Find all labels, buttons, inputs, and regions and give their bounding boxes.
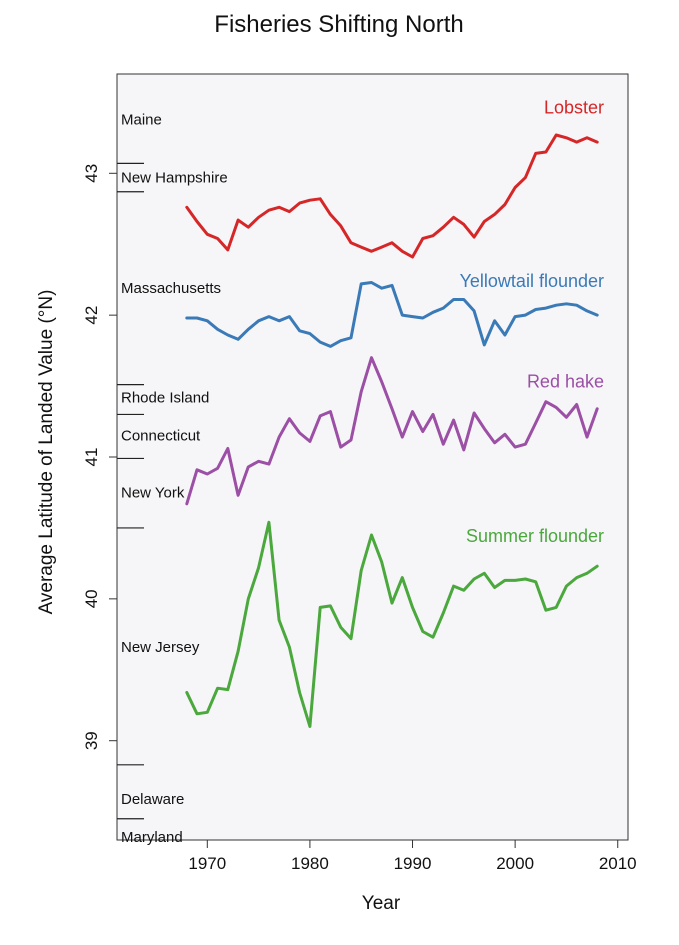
series-label-lobster: Lobster: [544, 98, 604, 118]
x-tick-label-2000: 2000: [496, 854, 534, 873]
x-tick-label-1970: 1970: [188, 854, 226, 873]
state-label-new-york: New York: [121, 484, 185, 501]
state-label-new-hampshire: New Hampshire: [121, 170, 228, 187]
series-line-red-hake: [185, 356, 599, 506]
state-label-new-jersey: New Jersey: [121, 639, 200, 656]
series-line-yellowtail-flounder: [185, 281, 599, 348]
x-axis-label: Year: [362, 893, 401, 914]
x-tick-label-1990: 1990: [394, 854, 432, 873]
y-axis-label: Average Latitude of Landed Value (°N): [36, 290, 57, 615]
y-tick-label-41: 41: [82, 448, 101, 467]
state-label-rhode-island: Rhode Island: [121, 389, 209, 406]
series-label-summer-flounder: Summer flounder: [466, 526, 604, 546]
series-line-lobster: [185, 133, 599, 259]
state-label-delaware: Delaware: [121, 791, 184, 808]
x-tick-label-1980: 1980: [291, 854, 329, 873]
chart-title: Fisheries Shifting North: [214, 11, 463, 38]
state-markers: Maine New Hampshire Massachusetts Rhode Isl…: [117, 111, 228, 846]
x-tick-label-2010: 2010: [599, 854, 637, 873]
state-label-maryland: Maryland: [121, 829, 183, 846]
y-tick-label-39: 39: [82, 731, 101, 750]
state-label-maine: Maine: [121, 111, 162, 128]
y-tick-label-42: 42: [82, 306, 101, 325]
series-label-yellowtail-flounder: Yellowtail flounder: [460, 271, 604, 291]
series-label-red-hake: Red hake: [527, 371, 604, 391]
y-tick-label-43: 43: [82, 164, 101, 183]
plot-area: [116, 73, 629, 841]
state-label-massachusetts: Massachusetts: [121, 280, 221, 297]
series-line-summer-flounder: [185, 520, 599, 728]
state-label-connecticut: Connecticut: [121, 428, 201, 445]
series-lines: Lobster Yellowtail flounder Red hake Summer…: [185, 98, 604, 728]
axes: 1970 1980 1990 2000 2010 39 40 41 42 43: [82, 164, 637, 873]
y-tick-label-40: 40: [82, 589, 101, 608]
